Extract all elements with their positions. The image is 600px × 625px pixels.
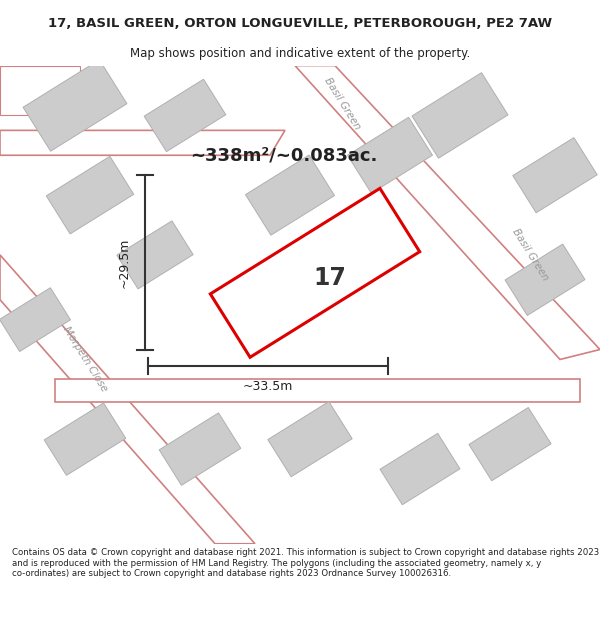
- Text: Contains OS data © Crown copyright and database right 2021. This information is : Contains OS data © Crown copyright and d…: [12, 548, 599, 578]
- Polygon shape: [44, 403, 126, 476]
- Polygon shape: [0, 255, 255, 544]
- Polygon shape: [117, 221, 193, 289]
- Polygon shape: [55, 379, 580, 402]
- Polygon shape: [144, 79, 226, 152]
- Polygon shape: [412, 72, 508, 158]
- Polygon shape: [0, 288, 71, 351]
- Text: 17, BASIL GREEN, ORTON LONGUEVILLE, PETERBOROUGH, PE2 7AW: 17, BASIL GREEN, ORTON LONGUEVILLE, PETE…: [48, 17, 552, 30]
- Text: Morpeth Close: Morpeth Close: [61, 325, 109, 394]
- Polygon shape: [347, 118, 433, 193]
- Polygon shape: [0, 131, 285, 155]
- Text: ~338m²/~0.083ac.: ~338m²/~0.083ac.: [190, 146, 377, 164]
- Text: 17: 17: [314, 266, 346, 290]
- Text: Map shows position and indicative extent of the property.: Map shows position and indicative extent…: [130, 47, 470, 60]
- Polygon shape: [513, 138, 597, 212]
- Polygon shape: [159, 413, 241, 486]
- Text: ~29.5m: ~29.5m: [118, 237, 131, 288]
- Polygon shape: [469, 408, 551, 481]
- Polygon shape: [23, 60, 127, 151]
- Polygon shape: [380, 433, 460, 505]
- Polygon shape: [46, 156, 134, 234]
- Polygon shape: [268, 402, 352, 477]
- Polygon shape: [295, 66, 600, 359]
- Text: Basil Green: Basil Green: [322, 76, 362, 131]
- Polygon shape: [0, 66, 80, 116]
- Text: ~33.5m: ~33.5m: [243, 381, 293, 393]
- Text: Basil Green: Basil Green: [510, 227, 550, 282]
- Polygon shape: [505, 244, 585, 316]
- Polygon shape: [245, 155, 335, 235]
